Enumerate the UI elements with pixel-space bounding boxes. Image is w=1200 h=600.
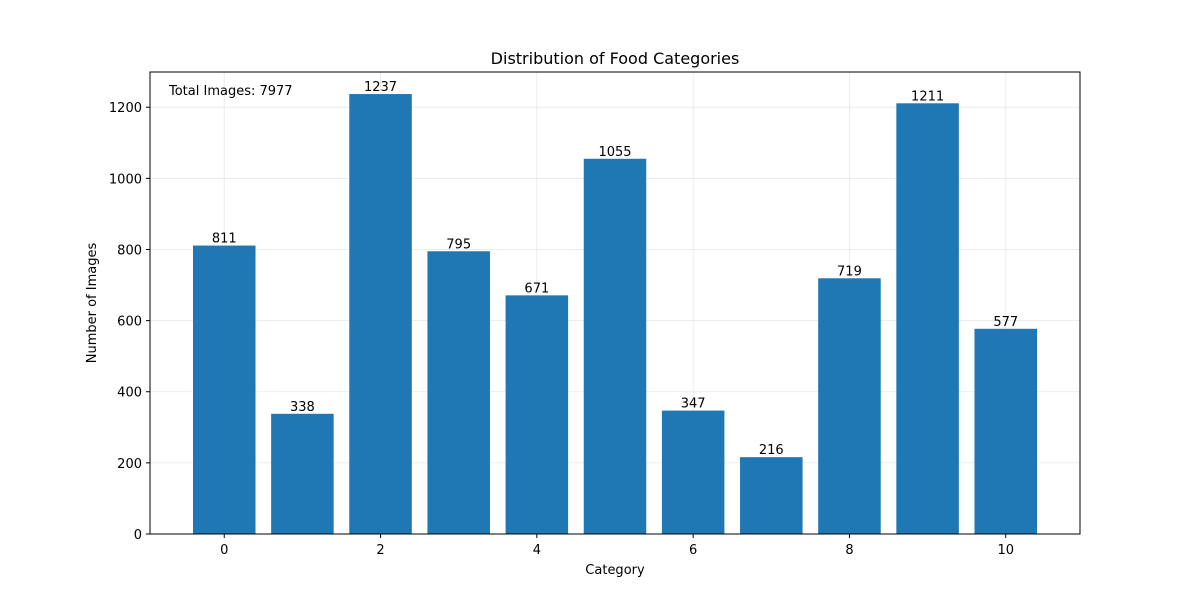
bar [974,328,1038,534]
bar-value-label: 795 [446,237,471,252]
chart-title: Distribution of Food Categories [491,49,740,68]
y-tick-label: 200 [117,457,142,472]
bar [740,457,803,534]
data-labels: 811 338 1237 795 671 1055 347 216 719 1211 577 [212,80,1018,458]
total-images-annotation: Total Images: 7977 [168,84,293,99]
bar [349,94,412,534]
bar-value-label: 1055 [598,145,631,160]
bar-value-label: 671 [524,281,549,296]
y-tick-label: 1000 [109,172,142,187]
y-tick-label: 800 [117,243,142,258]
bar-value-label: 719 [837,264,862,279]
x-tick-label: 10 [997,543,1014,558]
y-tick-label: 600 [117,315,142,330]
axis-ticks: 0 2 4 6 8 10 0 200 400 600 800 1000 1200 [109,101,1014,558]
x-tick-label: 2 [376,543,384,558]
y-axis-label: Number of Images [85,243,100,364]
x-tick-label: 0 [220,543,228,558]
bar [427,251,490,534]
y-tick-label: 1200 [109,101,142,116]
bar-value-label: 347 [681,397,706,412]
bar [661,410,725,534]
bar [271,413,334,534]
bar-value-label: 811 [212,232,237,247]
bar-value-label: 577 [993,315,1018,330]
bar [192,245,256,534]
y-tick-label: 0 [134,528,142,543]
bars [192,94,1038,535]
x-tick-label: 8 [845,543,853,558]
bar-value-label: 1237 [364,80,397,95]
bar-value-label: 1211 [911,89,944,104]
bar-value-label: 338 [290,400,315,415]
plot-frame [149,71,1081,535]
x-tick-label: 4 [533,543,541,558]
x-tick-label: 6 [689,543,697,558]
x-axis-label: Category [585,563,645,578]
bar [583,158,647,535]
bar-value-label: 216 [759,443,784,458]
y-tick-label: 400 [117,386,142,401]
bar [896,103,959,535]
bar [818,278,881,534]
bar [505,295,569,534]
